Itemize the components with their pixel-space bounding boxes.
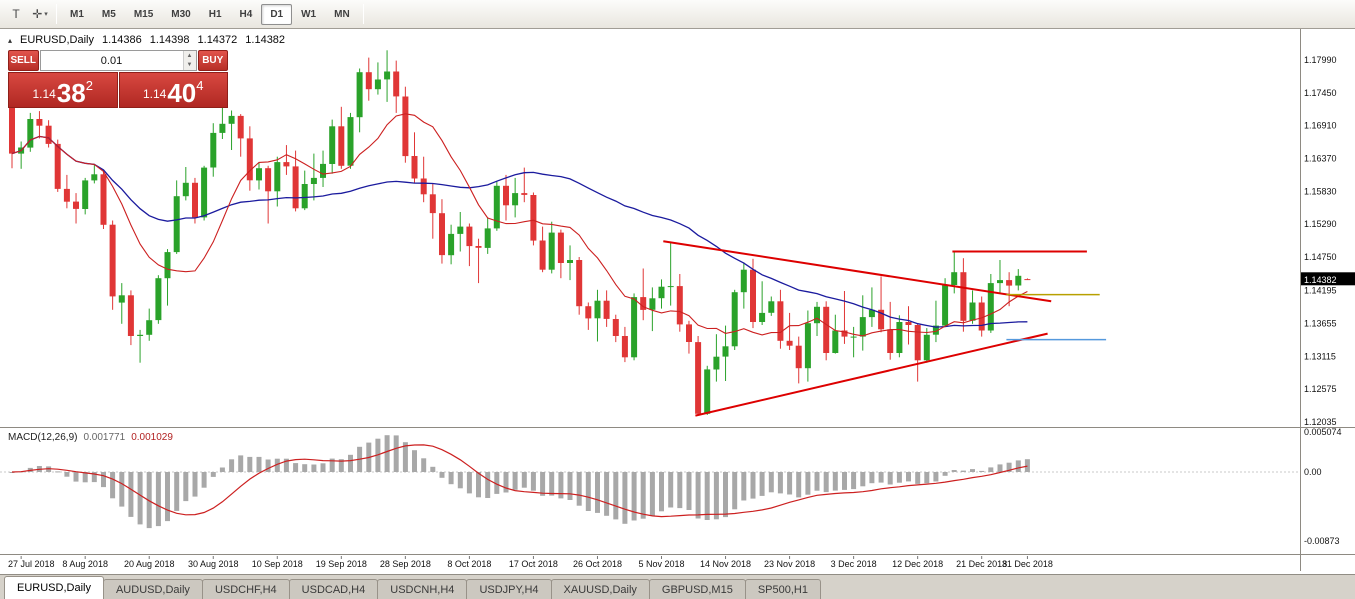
buy-price-point: 4 xyxy=(196,78,204,93)
volume-spinners: ▲ ▼ xyxy=(182,51,196,70)
svg-text:0.005074: 0.005074 xyxy=(1304,427,1342,437)
svg-text:28 Sep 2018: 28 Sep 2018 xyxy=(380,559,431,569)
volume-control: ▲ ▼ xyxy=(39,50,197,71)
svg-text:10 Sep 2018: 10 Sep 2018 xyxy=(252,559,303,569)
text-tool-icon: T xyxy=(12,7,20,21)
svg-text:20 Aug 2018: 20 Aug 2018 xyxy=(124,559,175,569)
price-axis: 1.17990 1.17450 1.16910 1.16370 1.15830 1.152… xyxy=(1300,29,1355,571)
chart-header: ▴ EURUSD,Daily 1.14386 1.14398 1.14372 1… xyxy=(8,34,285,46)
svg-text:17 Oct 2018: 17 Oct 2018 xyxy=(509,559,558,569)
volume-decrease-button[interactable]: ▼ xyxy=(183,60,196,70)
buy-button[interactable]: BUY xyxy=(197,50,228,71)
svg-text:30 Aug 2018: 30 Aug 2018 xyxy=(188,559,239,569)
sell-price-base: 1.14 xyxy=(32,87,56,101)
ohlc-close-value: 1.14382 xyxy=(245,34,286,46)
svg-text:1.16910: 1.16910 xyxy=(1304,121,1337,131)
one-click-trading-panel: SELL ▲ ▼ BUY 1.14 38 2 1.14 40 4 xyxy=(8,50,228,108)
svg-text:19 Sep 2018: 19 Sep 2018 xyxy=(316,559,367,569)
toolbar-separator xyxy=(362,4,364,24)
ohlc-low-value: 1.14372 xyxy=(197,34,238,46)
tab-usdchf-h4[interactable]: USDCHF,H4 xyxy=(201,579,290,599)
timeframe-button-w1[interactable]: W1 xyxy=(301,8,317,20)
svg-text:1.17450: 1.17450 xyxy=(1304,88,1337,98)
volume-increase-button[interactable]: ▲ xyxy=(183,51,196,61)
svg-text:31 Dec 2018: 31 Dec 2018 xyxy=(1002,559,1053,569)
chart-tabs-bar: EURUSD,Daily AUDUSD,Daily USDCHF,H4 USDC… xyxy=(0,574,1355,599)
sell-price-pips: 38 xyxy=(56,78,86,108)
svg-text:1.14195: 1.14195 xyxy=(1304,286,1337,296)
symbol-period-label: EURUSD,Daily xyxy=(20,34,94,46)
svg-text:23 Nov 2018: 23 Nov 2018 xyxy=(764,559,815,569)
buy-price-display[interactable]: 1.14 40 4 xyxy=(118,72,228,108)
svg-text:0.00: 0.00 xyxy=(1304,467,1322,477)
svg-text:1.13655: 1.13655 xyxy=(1304,319,1337,329)
candles-layer xyxy=(9,50,1031,415)
svg-text:1.15290: 1.15290 xyxy=(1304,219,1337,229)
volume-input[interactable] xyxy=(40,51,183,70)
chart-canvas[interactable]: 1.17990 1.17450 1.16910 1.16370 1.15830 1.152… xyxy=(0,29,1355,574)
svg-text:8 Aug 2018: 8 Aug 2018 xyxy=(62,559,108,569)
ohlc-open-value: 1.14386 xyxy=(101,34,142,46)
timeframe-button-m5[interactable]: M5 xyxy=(101,8,116,20)
macd-title: MACD(12,26,9) xyxy=(8,432,78,443)
svg-text:21 Dec 2018: 21 Dec 2018 xyxy=(956,559,1007,569)
svg-text:1.14750: 1.14750 xyxy=(1304,252,1337,262)
tab-audusd-daily[interactable]: AUDUSD,Daily xyxy=(102,579,203,599)
tab-eurusd-daily[interactable]: EURUSD,Daily xyxy=(4,576,104,599)
dropdown-caret-icon: ▾ xyxy=(44,11,48,18)
timeframe-button-mn[interactable]: MN xyxy=(334,8,350,20)
top-toolbar: T ✛ ▾ M1 M5 M15 M30 H1 H4 D1 W1 MN xyxy=(0,0,1355,29)
svg-text:1.15830: 1.15830 xyxy=(1304,186,1337,196)
sell-price-point: 2 xyxy=(85,78,93,93)
timeframe-button-h1[interactable]: H1 xyxy=(208,8,222,20)
moving-averages-layer xyxy=(11,113,1028,337)
macd-main-value: 0.001771 xyxy=(83,432,126,443)
svg-text:1.14382: 1.14382 xyxy=(1304,275,1337,285)
tab-gbpusd-m15[interactable]: GBPUSD,M15 xyxy=(648,579,746,599)
svg-text:3 Dec 2018: 3 Dec 2018 xyxy=(831,559,877,569)
svg-text:-0.00873: -0.00873 xyxy=(1304,536,1340,546)
timeframe-button-m30[interactable]: M30 xyxy=(171,8,191,20)
timeframe-button-m1[interactable]: M1 xyxy=(70,8,84,20)
macd-signal-layer xyxy=(11,444,1028,518)
cursor-tool-button[interactable]: ✛ ▾ xyxy=(28,3,52,25)
svg-text:1.12035: 1.12035 xyxy=(1304,417,1337,427)
text-tool-button[interactable]: T xyxy=(4,3,28,25)
tab-usdcad-h4[interactable]: USDCAD,H4 xyxy=(288,579,379,599)
tab-usdjpy-h4[interactable]: USDJPY,H4 xyxy=(466,579,552,599)
timeframe-button-h4[interactable]: H4 xyxy=(239,8,253,20)
svg-text:1.17990: 1.17990 xyxy=(1304,55,1337,65)
svg-text:26 Oct 2018: 26 Oct 2018 xyxy=(573,559,622,569)
svg-text:5 Nov 2018: 5 Nov 2018 xyxy=(638,559,684,569)
tab-xauusd-daily[interactable]: XAUUSD,Daily xyxy=(550,579,650,599)
tab-sp500-h1[interactable]: SP500,H1 xyxy=(744,579,821,599)
buy-price-pips: 40 xyxy=(167,78,197,108)
one-click-trading-toggle-icon[interactable]: ▴ xyxy=(8,35,13,45)
date-axis: 27 Jul 2018 8 Aug 2018 20 Aug 2018 30 Aug 2… xyxy=(8,556,1053,569)
macd-indicator-header: MACD(12,26,9) 0.001771 0.001029 xyxy=(8,432,173,443)
drawn-objects-layer xyxy=(663,240,1107,417)
cursor-tool-icon: ✛ xyxy=(32,7,43,21)
toolbar-separator xyxy=(56,4,57,24)
ohlc-high-value: 1.14398 xyxy=(149,34,190,46)
svg-text:27 Jul 2018: 27 Jul 2018 xyxy=(8,559,55,569)
svg-text:8 Oct 2018: 8 Oct 2018 xyxy=(447,559,491,569)
timeframe-button-m15[interactable]: M15 xyxy=(133,8,154,20)
sell-price-display[interactable]: 1.14 38 2 xyxy=(8,72,118,108)
macd-histogram-layer xyxy=(9,435,1030,529)
svg-text:12 Dec 2018: 12 Dec 2018 xyxy=(892,559,943,569)
svg-text:14 Nov 2018: 14 Nov 2018 xyxy=(700,559,751,569)
svg-text:1.13115: 1.13115 xyxy=(1304,351,1336,361)
buy-price-base: 1.14 xyxy=(142,87,167,101)
macd-signal-value: 0.001029 xyxy=(131,432,173,443)
svg-text:1.16370: 1.16370 xyxy=(1304,153,1337,163)
sell-button[interactable]: SELL xyxy=(8,50,39,71)
tab-usdcnh-h4[interactable]: USDCNH,H4 xyxy=(377,579,468,599)
timeframe-button-d1[interactable]: D1 xyxy=(261,3,293,25)
svg-text:1.12575: 1.12575 xyxy=(1304,384,1337,394)
